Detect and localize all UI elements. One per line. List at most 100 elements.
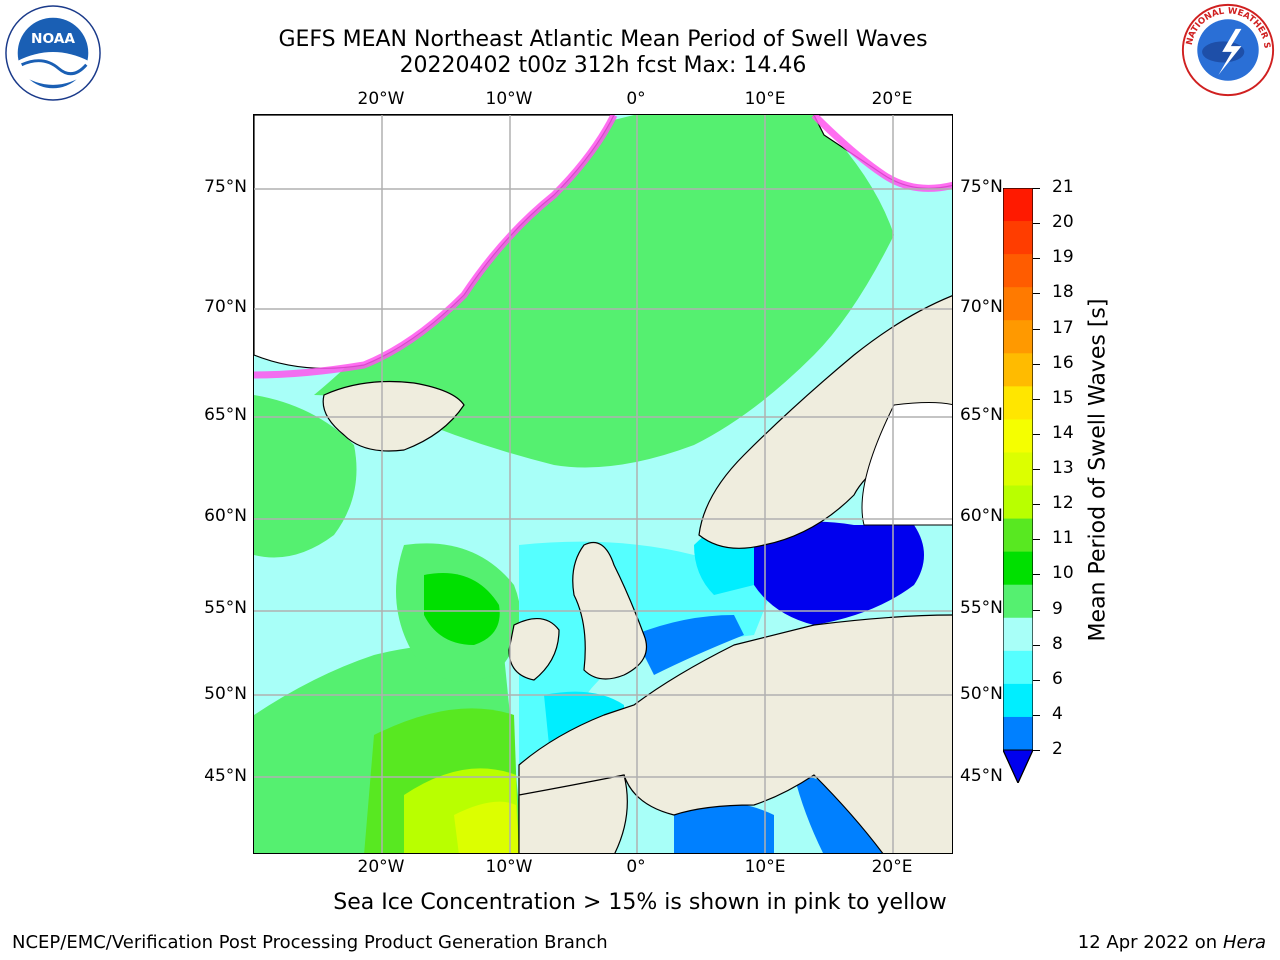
colorbar-tick-mark (1033, 504, 1040, 506)
map-panel (253, 114, 953, 854)
colorbar-tick-mark (1033, 574, 1040, 576)
land-finland-lake (861, 402, 952, 526)
colorbar-label: Mean Period of Swell Waves [s] (1085, 298, 1111, 642)
chart-title: GEFS MEAN Northeast Atlantic Mean Period… (278, 27, 928, 52)
sea-ice-caption: Sea Ice Concentration > 15% is shown in … (333, 890, 947, 915)
colorbar (1003, 188, 1033, 783)
colorbar-tick-label: 19 (1052, 247, 1074, 268)
colorbar-segment (1003, 188, 1033, 222)
noaa-logo: NOAA (5, 5, 101, 101)
lon-label-bottom-20e: 20°E (871, 857, 913, 877)
lon-label-bottom-10w: 10°W (485, 857, 533, 877)
lon-label-top-20e: 20°E (871, 89, 913, 109)
colorbar-segment (1003, 419, 1033, 453)
colorbar-tick-label: 4 (1052, 703, 1063, 724)
lat-label-left-75n: 75°N (204, 177, 247, 197)
colorbar-tick-mark (1033, 433, 1040, 435)
lat-label-right-75n: 75°N (960, 177, 1003, 197)
colorbar-tick-mark (1033, 223, 1040, 225)
colorbar-tick-mark (1033, 714, 1040, 716)
colorbar-tick-mark (1033, 258, 1040, 260)
swell-region-baltic (754, 521, 924, 625)
colorbar-tick-label: 11 (1052, 528, 1074, 549)
colorbar-tick-mark (1033, 750, 1040, 751)
colorbar-tick-mark (1033, 539, 1040, 541)
lat-label-left-45n: 45°N (204, 766, 247, 786)
lat-label-right-70n: 70°N (960, 297, 1003, 317)
colorbar-tick-mark (1033, 328, 1040, 330)
colorbar-outline (1003, 188, 1033, 783)
footer-host: Hera (1222, 932, 1266, 953)
lon-label-top-20w: 20°W (357, 89, 405, 109)
colorbar-segment (1003, 551, 1033, 586)
colorbar-tick-mark (1033, 363, 1040, 365)
noaa-logo-text: NOAA (31, 31, 75, 47)
lat-label-right-45n: 45°N (960, 766, 1003, 786)
colorbar-tick-label: 9 (1052, 598, 1063, 619)
nws-logo: NATIONAL WEATHER SERVICE (1180, 2, 1275, 97)
chart-subtitle: 20220402 t00z 312h fcst Max: 14.46 (399, 53, 807, 78)
lon-label-bottom-0: 0° (626, 857, 646, 877)
colorbar-tick-label: 17 (1052, 317, 1074, 338)
land-ireland (508, 618, 560, 681)
swell-region-adriatic-blue (794, 775, 884, 853)
swell-region-channel-blue (634, 615, 744, 675)
colorbar-tick-label: 10 (1052, 563, 1074, 584)
colorbar-segment (1003, 716, 1033, 751)
colorbar-tick-label: 21 (1052, 177, 1074, 197)
colorbar-tick-mark (1033, 398, 1040, 400)
colorbar-tick-label: 2 (1052, 739, 1063, 759)
colorbar-segment (1003, 386, 1033, 420)
colorbar-segment (1003, 353, 1033, 387)
footer-date-text: 12 Apr 2022 on (1077, 932, 1223, 953)
colorbar-segment (1003, 485, 1033, 520)
lat-label-left-50n: 50°N (204, 684, 247, 704)
colorbar-tick-label: 20 (1052, 212, 1074, 233)
lat-label-right-65n: 65°N (960, 405, 1003, 425)
lon-label-bottom-10e: 10°E (744, 857, 786, 877)
colorbar-segment (1003, 617, 1033, 652)
colorbar-segment (1003, 254, 1033, 288)
colorbar-tick-label: 15 (1052, 387, 1074, 408)
graticule (254, 115, 952, 853)
lon-label-top-10e: 10°E (744, 89, 786, 109)
lon-label-bottom-20w: 20°W (357, 857, 405, 877)
colorbar-tick-mark (1033, 609, 1040, 611)
lat-label-left-65n: 65°N (204, 405, 247, 425)
colorbar-tick-mark (1033, 644, 1040, 646)
footer-credit: NCEP/EMC/Verification Post Processing Pr… (12, 932, 608, 953)
colorbar-segment (1003, 683, 1033, 718)
colorbar-segment (1003, 650, 1033, 685)
colorbar-segment (1003, 221, 1033, 255)
lat-label-left-60n: 60°N (204, 506, 247, 526)
colorbar-tick-label: 13 (1052, 458, 1074, 478)
colorbar-tick-mark (1033, 188, 1040, 189)
colorbar-tick-label: 8 (1052, 633, 1063, 654)
swell-region-west-green (254, 395, 357, 558)
lon-label-top-10w: 10°W (485, 89, 533, 109)
colorbar-tick-label: 18 (1052, 282, 1074, 303)
swell-region-max-13-14 (454, 801, 519, 853)
lat-label-right-60n: 60°N (960, 506, 1003, 526)
colorbar-segment (1003, 452, 1033, 487)
lat-label-left-55n: 55°N (204, 598, 247, 618)
colorbar-extend-arrow (1003, 749, 1033, 783)
colorbar-tick-label: 6 (1052, 668, 1063, 689)
colorbar-tick-mark (1033, 679, 1040, 681)
colorbar-tick-label: 16 (1052, 352, 1074, 373)
colorbar-tick-mark (1033, 469, 1040, 470)
lat-label-right-55n: 55°N (960, 598, 1003, 618)
colorbar-tick-mark (1033, 293, 1040, 295)
colorbar-segment (1003, 584, 1033, 619)
lat-label-right-50n: 50°N (960, 684, 1003, 704)
land-iberia (518, 774, 628, 853)
colorbar-tick-label: 14 (1052, 422, 1074, 443)
ice-edge-greenland (254, 115, 618, 379)
colorbar-tick-label: 12 (1052, 493, 1074, 514)
colorbar-segment (1003, 287, 1033, 321)
footer-date: 12 Apr 2022 on Hera (1078, 932, 1266, 953)
map-canvas (254, 115, 952, 853)
swell-region-core-10-11 (424, 573, 500, 645)
lat-label-left-70n: 70°N (204, 297, 247, 317)
colorbar-segment (1003, 320, 1033, 354)
